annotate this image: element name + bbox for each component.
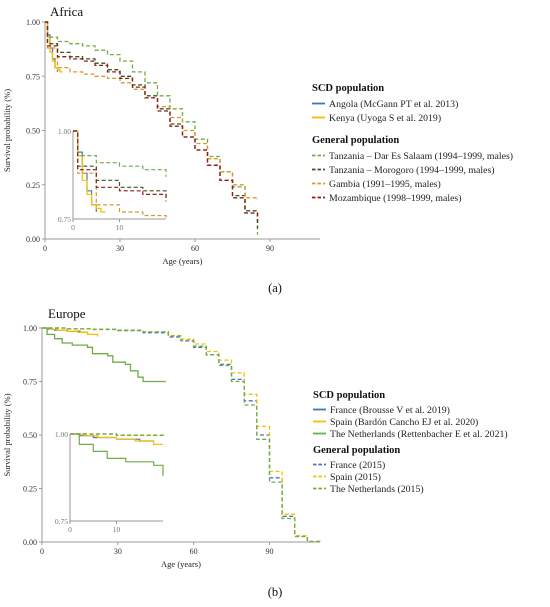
- series-line: [45, 21, 63, 73]
- legend-group-heading: General population: [313, 445, 400, 456]
- inset-x-tick-label: 0: [68, 525, 72, 534]
- y-tick-label: 0.00: [23, 538, 37, 547]
- y-tick-label: 0.75: [26, 72, 40, 81]
- x-tick-label: 60: [190, 547, 198, 556]
- legend-item-label: Spain (2015): [330, 472, 381, 483]
- inset-x-tick-label: 0: [71, 223, 75, 232]
- series-line: [42, 327, 321, 543]
- legend-item-label: Kenya (Uyoga S et al. 2019): [329, 113, 441, 124]
- panel-label-a: (a): [268, 281, 282, 295]
- legend-group-heading: SCD population: [312, 83, 384, 94]
- x-tick-label: 90: [266, 244, 274, 253]
- series-line: [45, 21, 259, 235]
- y-tick-label: 0.25: [23, 485, 37, 494]
- x-tick-label: 60: [191, 244, 199, 253]
- region-title-a: Africa: [50, 4, 83, 19]
- x-axis-label: Age (years): [163, 256, 203, 266]
- inset-series-line: [73, 130, 106, 213]
- y-axis-label: Survival probability (%): [2, 393, 12, 476]
- inset-plot: 0.75 1.00 0 10: [58, 127, 167, 232]
- inset-x-tick-label: 10: [116, 223, 124, 232]
- legend-a: SCD population Angola (McGann PT et al. 2…: [312, 83, 513, 204]
- inset-background: [70, 434, 163, 521]
- series-line: [42, 327, 99, 337]
- region-title-b: Europe: [48, 306, 86, 321]
- inset-y-tick-label: 0.75: [58, 215, 71, 224]
- inset-series-line: [70, 433, 163, 445]
- y-tick-label: 0.25: [26, 181, 40, 190]
- plot-area-a: 0.00 0.25 0.50 0.75 1.00 0 30 60 90 Age (years) Su…: [2, 18, 320, 266]
- x-tick-label: 30: [114, 547, 122, 556]
- legend-item-label: Angola (McGann PT et al. 2013): [329, 99, 458, 110]
- inset-x-tick-label: 10: [113, 525, 121, 534]
- legend-item-label: Spain (Bardón Cancho EJ et al. 2020): [330, 417, 478, 428]
- series-line: [42, 327, 321, 543]
- y-tick-label: 0.00: [26, 235, 40, 244]
- y-tick-label: 1.00: [26, 18, 40, 27]
- x-axis-label: Age (years): [161, 559, 201, 569]
- y-tick-label: 0.50: [23, 431, 37, 440]
- legend-group-heading: General population: [312, 135, 399, 146]
- inset-y-tick-label: 1.00: [58, 127, 71, 136]
- y-axis-label: Survival probability (%): [2, 89, 12, 172]
- inset-series-line: [70, 433, 164, 437]
- inset-y-tick-label: 1.00: [55, 430, 68, 439]
- inset-plot: 0.75 1.00 0 10: [55, 430, 164, 534]
- y-tick-label: 0.50: [26, 127, 40, 136]
- legend-item-label: France (Brousse V et al. 2019): [330, 405, 450, 416]
- y-tick-label: 0.75: [23, 378, 37, 387]
- legend-item-label: Gambia (1991–1995, males): [329, 179, 441, 190]
- panel-a: Africa 0.00 0.25 0.50 0.75 1.00 0 30 60 90 Age (y…: [2, 4, 513, 295]
- x-tick-label: 30: [116, 244, 124, 253]
- legend-item-label: The Netherlands (2015): [330, 484, 424, 495]
- legend-item-label: Tanzania – Morogoro (1994–1999, males): [329, 165, 495, 176]
- legend-item-label: Tanzania – Dar Es Salaam (1994–1999, mal…: [329, 151, 513, 162]
- panel-label-b: (b): [268, 585, 283, 599]
- plot-area-b: 0.00 0.25 0.50 0.75 1.00 0 30 60 90 Age (years) Su…: [2, 324, 321, 569]
- y-tick-label: 1.00: [23, 324, 37, 333]
- series-line: [42, 327, 166, 383]
- legend-group-heading: SCD population: [313, 390, 385, 401]
- x-tick-label: 0: [43, 244, 47, 253]
- legend-item-label: The Netherlands (Rettenbacher E et al. 2…: [330, 429, 508, 440]
- legend-b: SCD population France (Brousse V et al. 2…: [313, 390, 508, 495]
- legend-item-label: Mozambique (1998–1999, males): [329, 193, 462, 204]
- inset-series-line: [70, 433, 164, 476]
- series-line: [45, 21, 259, 222]
- legend-item-label: France (2015): [330, 460, 385, 471]
- x-tick-label: 0: [40, 547, 44, 556]
- panel-b: Europe 0.00 0.25 0.50 0.75 1.00 0 30 60 90 Age (y…: [2, 306, 508, 599]
- inset-y-tick-label: 0.75: [55, 517, 68, 526]
- x-tick-label: 90: [265, 547, 273, 556]
